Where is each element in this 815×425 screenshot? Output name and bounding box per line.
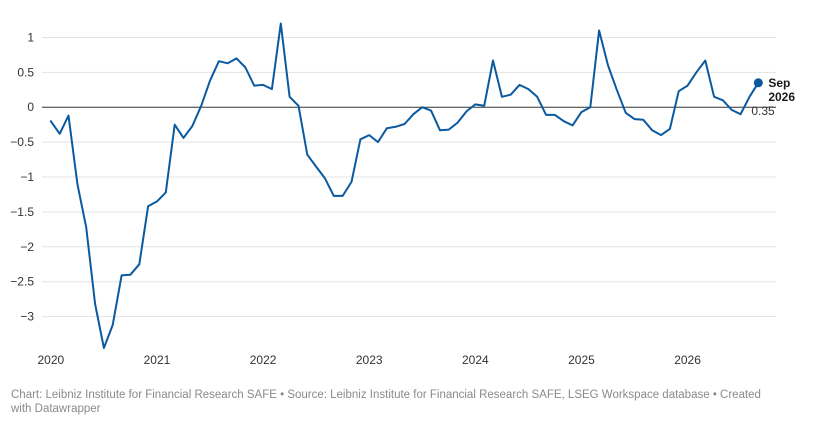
y-axis-tick-labels: 1 0.5 0 −0.5 −1 −1.5 −2 −2.5 −3 xyxy=(10,30,34,323)
series-layer xyxy=(49,22,760,349)
end-point-marker xyxy=(753,78,763,88)
gridlines xyxy=(42,36,776,318)
y-tick-label: 0 xyxy=(27,100,34,114)
y-tick-label: −1.5 xyxy=(10,205,34,219)
y-tick-label: −3 xyxy=(20,310,34,324)
chart-footer-credits: Chart: Leibniz Institute for Financial R… xyxy=(11,389,761,415)
end-label-group: Sep 2026 0.35 xyxy=(751,76,795,118)
series-line xyxy=(49,22,760,349)
end-label-value: 0.35 xyxy=(751,104,775,118)
x-tick-label: 2026 xyxy=(674,353,701,367)
y-tick-label: −0.5 xyxy=(10,135,34,149)
x-tick-label: 2021 xyxy=(144,353,171,367)
x-tick-label: 2023 xyxy=(356,353,383,367)
x-tick-label: 2020 xyxy=(37,353,64,367)
y-tick-label: 1 xyxy=(27,30,34,44)
end-label-year: 2026 xyxy=(768,90,795,104)
x-tick-label: 2025 xyxy=(568,353,595,367)
end-label-month: Sep xyxy=(768,76,790,90)
x-tick-label: 2024 xyxy=(462,353,489,367)
x-tick-label: 2022 xyxy=(250,353,277,367)
x-axis-tick-labels: 2020 2021 2022 2023 2024 2025 2026 xyxy=(37,353,701,367)
y-tick-label: −1 xyxy=(20,170,34,184)
y-tick-label: −2 xyxy=(20,240,34,254)
y-tick-label: 0.5 xyxy=(17,65,34,79)
y-tick-label: −2.5 xyxy=(10,275,34,289)
